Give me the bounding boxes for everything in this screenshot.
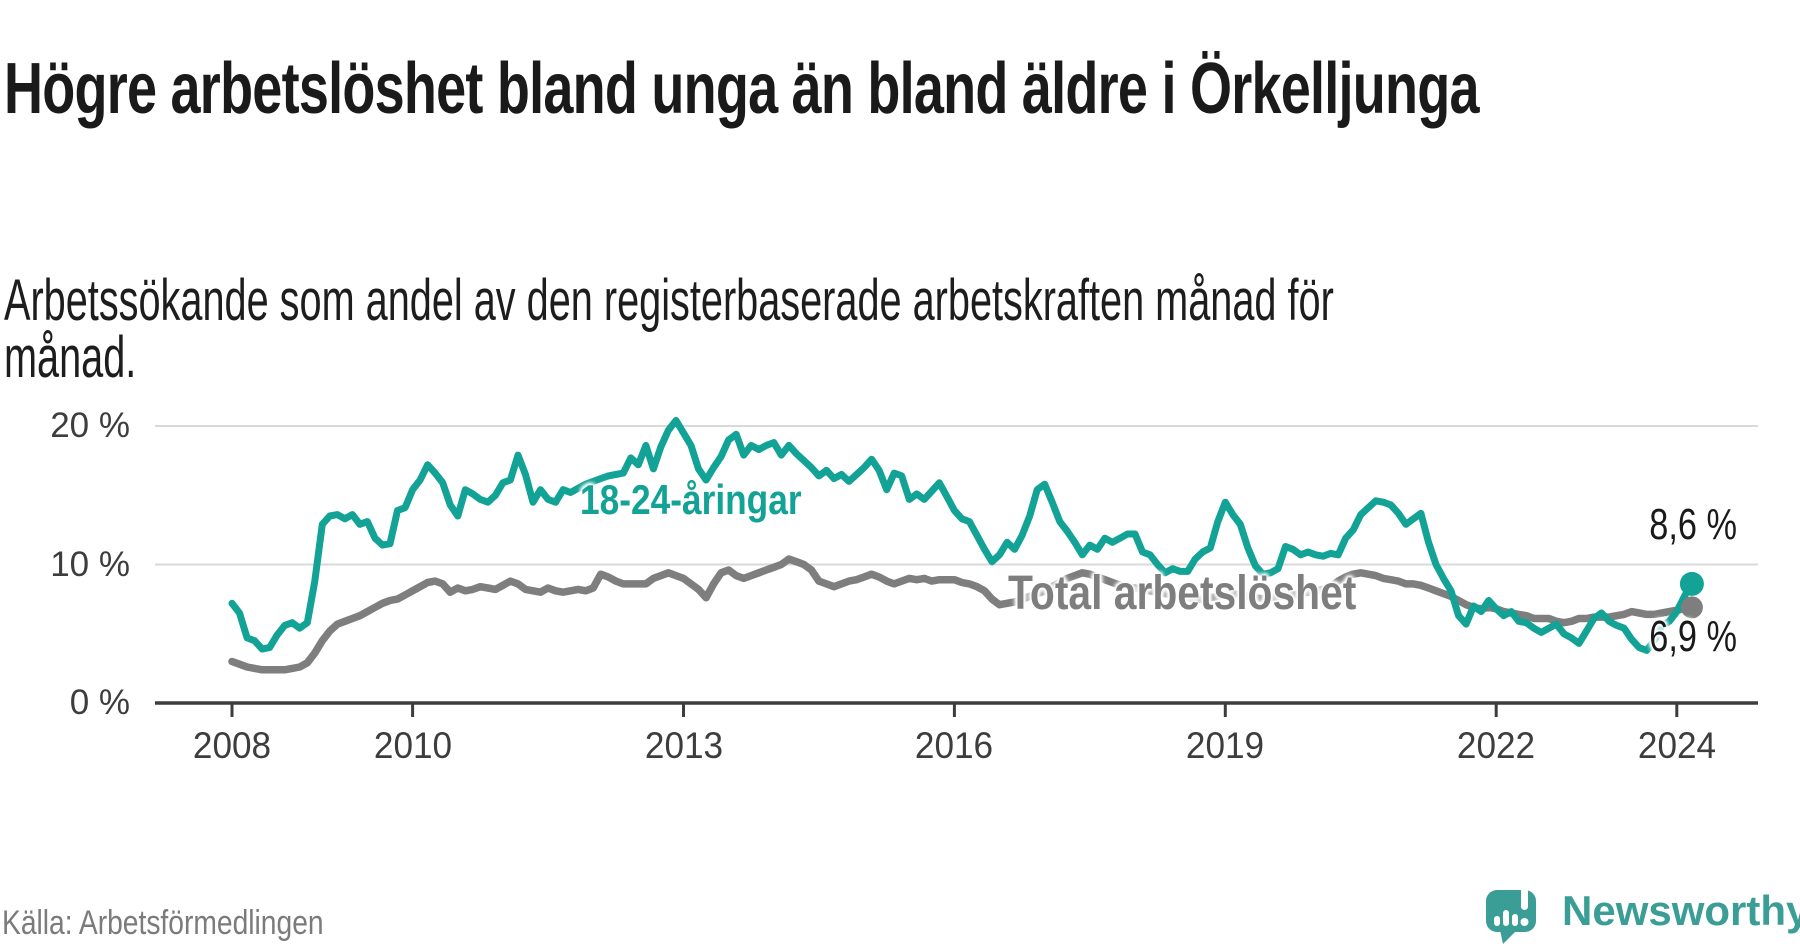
end-value-young: 8,6 % xyxy=(1649,499,1737,549)
line-young xyxy=(228,417,1696,654)
x-axis-label: 2016 xyxy=(915,725,994,766)
x-axis-label: 2019 xyxy=(1186,725,1265,766)
x-axis-label: 2010 xyxy=(373,725,452,766)
y-axis-label: 10 % xyxy=(50,544,130,584)
x-axis-label: 2013 xyxy=(644,725,723,766)
source-note: Källa: Arbetsförmedlingen xyxy=(2,904,324,942)
y-axis-label: 20 % xyxy=(50,406,130,445)
newsworthy-logo-text: Newsworthy xyxy=(1562,887,1800,934)
page-title: Högre arbetslöshet bland unga än bland ä… xyxy=(4,49,1480,130)
line-total xyxy=(228,555,1696,674)
subtitle: Arbetssökande som andel av den registerb… xyxy=(4,268,1334,390)
x-axis-label: 2024 xyxy=(1637,725,1716,766)
end-dot-total xyxy=(1680,596,1703,619)
x-axis-label: 2008 xyxy=(192,725,272,766)
end-value-total: 6,9 % xyxy=(1649,612,1737,662)
newsworthy-logo-icon xyxy=(1486,886,1536,944)
series-label-young: 18-24-åringar xyxy=(580,476,802,523)
x-axis-label: 2022 xyxy=(1457,725,1536,766)
series-label-total: Total arbetslöshet xyxy=(1008,567,1357,620)
end-dot-young xyxy=(1679,571,1704,596)
y-axis-label: 0 % xyxy=(69,683,130,722)
